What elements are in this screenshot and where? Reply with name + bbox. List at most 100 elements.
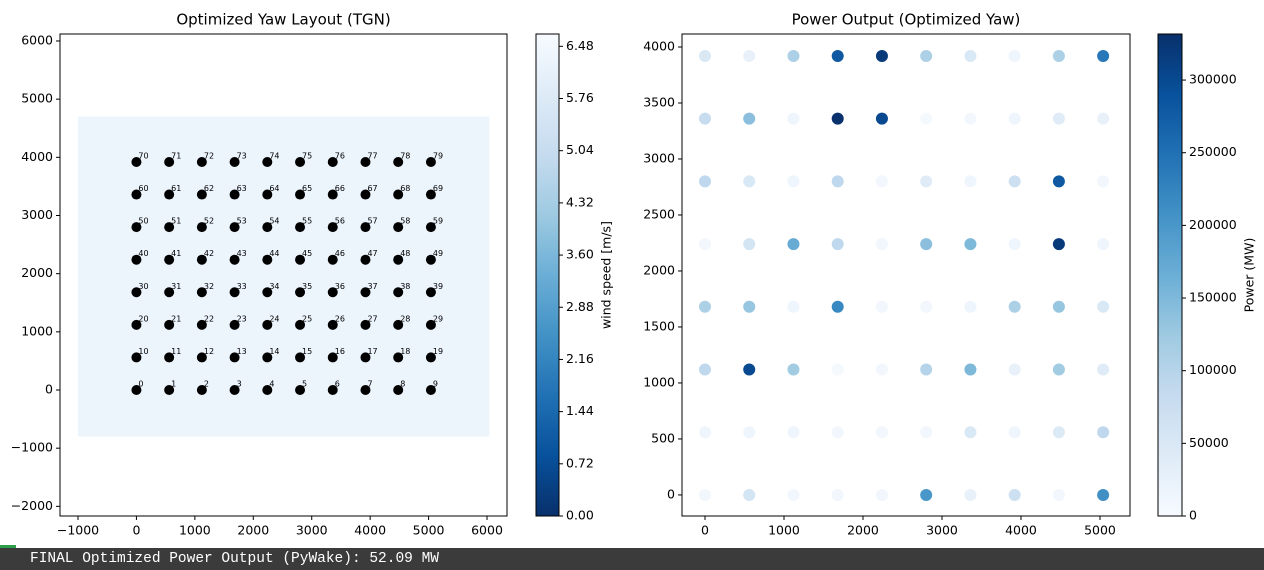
power-point: [743, 488, 756, 501]
plot-frame: [59, 33, 508, 517]
turbine-label: 32: [204, 282, 214, 291]
turbine-label: 63: [237, 184, 247, 193]
y-tick-label: 0: [667, 486, 675, 501]
colorbar-tick-label: 2.88: [566, 299, 594, 314]
turbine-label: 6: [335, 380, 340, 389]
turbine: [196, 352, 207, 363]
colorbar-tick-label: 5.76: [566, 90, 594, 105]
colorbar-tick-label: 0.00: [566, 508, 594, 523]
turbine: [164, 287, 175, 298]
turbine-label: 26: [335, 314, 345, 323]
power-point: [1097, 238, 1110, 251]
y-tick-label: 2000: [21, 265, 53, 280]
turbine-label: 78: [400, 151, 410, 160]
colorbar-tick-label: 1.44: [566, 403, 594, 418]
turbine-label: 2: [204, 380, 209, 389]
turbine: [131, 189, 142, 200]
power-point: [1008, 363, 1021, 376]
turbine: [164, 319, 175, 330]
power-point: [1097, 112, 1110, 125]
turbine: [425, 352, 436, 363]
turbine-label: 47: [367, 249, 377, 258]
power-point: [831, 300, 844, 313]
turbine: [327, 385, 338, 396]
power-point: [1008, 488, 1021, 501]
turbine: [131, 222, 142, 233]
turbine-label: 35: [302, 282, 312, 291]
cell-status: [0, 545, 16, 549]
power-point: [1052, 300, 1065, 313]
turbine-label: 33: [237, 282, 247, 291]
power-point: [698, 175, 711, 188]
turbine-label: 42: [204, 249, 214, 258]
colorbar-tick-label: 50000: [1189, 435, 1229, 450]
power-point: [743, 426, 756, 439]
power-point: [1008, 175, 1021, 188]
colorbar-tick-label: 3.60: [566, 247, 594, 262]
power-point: [875, 300, 888, 313]
power-point: [698, 363, 711, 376]
power-point: [920, 488, 933, 501]
chart-title: Power Output (Optimized Yaw): [792, 11, 1021, 29]
turbine: [229, 156, 240, 167]
colorbar-tick-label: 200000: [1189, 217, 1237, 232]
turbine: [393, 189, 404, 200]
turbine-label: 45: [302, 249, 312, 258]
power-point: [964, 300, 977, 313]
turbine: [262, 287, 273, 298]
colorbar: [1157, 33, 1183, 517]
turbine-label: 77: [367, 151, 377, 160]
power-point: [743, 49, 756, 62]
flow-field: [77, 116, 490, 437]
y-tick-label: −2000: [11, 498, 53, 513]
x-tick-label: −1000: [57, 523, 99, 538]
power-point: [875, 49, 888, 62]
y-tick-label: 1000: [21, 323, 53, 338]
turbine-label: 59: [433, 217, 443, 226]
turbine-label: 36: [335, 282, 345, 291]
turbine: [196, 156, 207, 167]
turbine: [229, 254, 240, 265]
turbine: [360, 156, 371, 167]
power-point: [743, 112, 756, 125]
turbine-label: 41: [171, 249, 181, 258]
turbine: [327, 156, 338, 167]
x-tick-label: 4000: [354, 523, 386, 538]
power-point: [1008, 49, 1021, 62]
power-point: [875, 488, 888, 501]
y-tick-label: 5000: [21, 91, 53, 106]
power-point: [831, 363, 844, 376]
turbine-label: 57: [367, 217, 377, 226]
turbine-label: 79: [433, 151, 443, 160]
power-point: [831, 238, 844, 251]
x-tick-label: 4000: [1005, 523, 1037, 538]
turbine-label: 16: [335, 347, 345, 356]
power-point: [875, 426, 888, 439]
power-point: [698, 300, 711, 313]
y-tick-label: 1000: [643, 374, 675, 389]
power-point: [743, 300, 756, 313]
power-point: [1052, 175, 1065, 188]
power-point: [831, 175, 844, 188]
x-tick-label: 2000: [237, 523, 269, 538]
turbine-label: 58: [400, 217, 410, 226]
turbine: [393, 156, 404, 167]
turbine-label: 17: [367, 347, 377, 356]
power-point: [1097, 363, 1110, 376]
turbine: [262, 189, 273, 200]
turbine: [164, 189, 175, 200]
turbine: [360, 319, 371, 330]
turbine-label: 0: [138, 380, 143, 389]
turbine: [327, 287, 338, 298]
y-tick-label: 2500: [643, 206, 675, 221]
power-point: [1097, 49, 1110, 62]
turbine-label: 5: [302, 380, 307, 389]
power-point: [787, 488, 800, 501]
x-tick-label: 1000: [179, 523, 211, 538]
turbine: [164, 352, 175, 363]
turbine: [131, 254, 142, 265]
power-point: [875, 112, 888, 125]
turbine: [131, 385, 142, 396]
